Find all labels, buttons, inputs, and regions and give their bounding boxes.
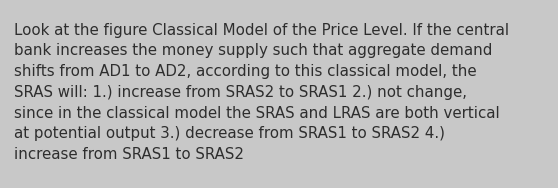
Text: Look at the figure Classical Model of the Price Level. If the central
bank incre: Look at the figure Classical Model of th…	[14, 23, 509, 162]
